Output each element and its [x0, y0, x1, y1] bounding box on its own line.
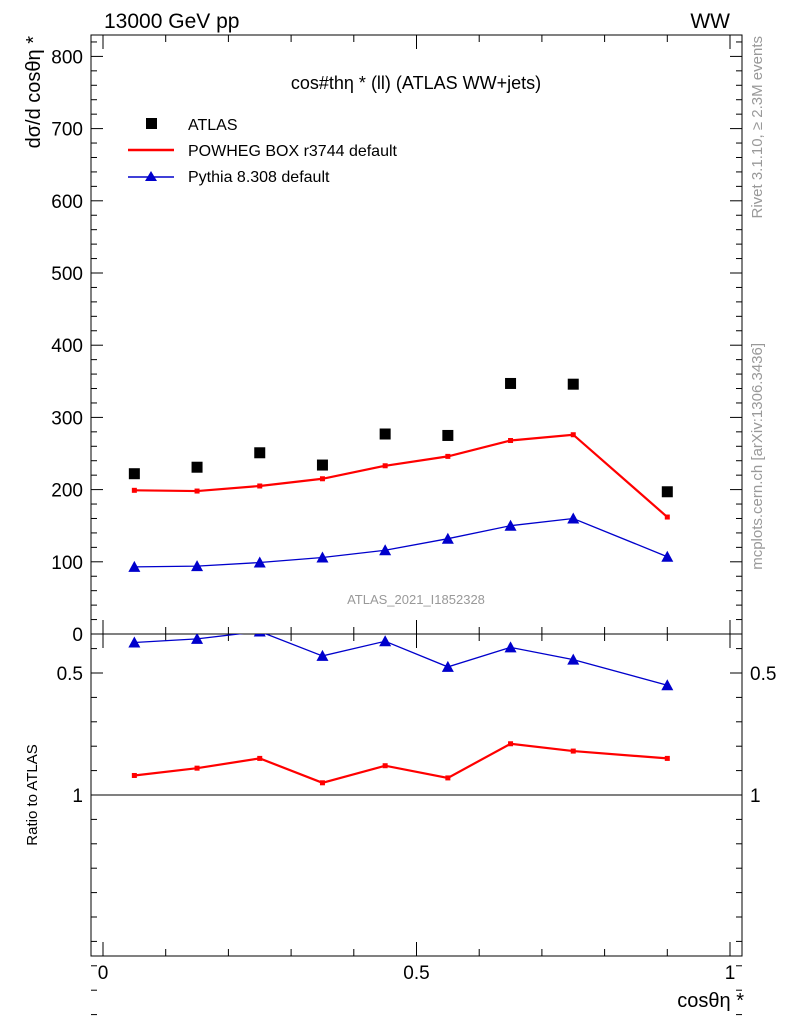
main-powheg-point	[382, 463, 388, 469]
main-pythia-point	[316, 551, 329, 563]
ratio-powheg-point	[570, 748, 576, 754]
ratio-pythia-point	[567, 653, 580, 665]
ratio-powheg-point	[382, 763, 388, 769]
analysis-watermark: ATLAS_2021_I1852328	[347, 592, 485, 607]
main-y-tick-label: 300	[51, 408, 83, 429]
main-atlas-point	[316, 459, 328, 471]
main-y-tick-label: 200	[51, 481, 83, 502]
main-pythia-point	[128, 560, 141, 572]
main-pythia-point	[567, 512, 580, 524]
x-tick-label: 0.5	[403, 963, 429, 984]
main-atlas-point	[191, 461, 203, 473]
data-marks	[128, 377, 674, 786]
main-y-tick-label: 0	[72, 625, 83, 646]
main-pythia-point	[441, 532, 454, 544]
mcplots-label: mcplots.cern.ch [arXiv:1306.3436]	[749, 343, 766, 570]
legend: ATLAS POWHEG BOX r3744 default Pythia 8.…	[128, 117, 398, 186]
ratio-pythia-point	[316, 649, 329, 661]
legend-label-pythia: Pythia 8.308 default	[188, 169, 330, 186]
ratio-y-tick-label-right: 0.5	[750, 664, 776, 685]
ratio-pythia-point	[661, 679, 674, 691]
main-y-tick-label: 600	[51, 192, 83, 213]
main-powheg-point	[570, 432, 576, 438]
ratio-y-tick-label-right: 1	[750, 786, 761, 807]
main-powheg-point	[194, 488, 200, 494]
ratio-pythia-line	[134, 634, 668, 686]
ratio-y-tick-label: 1	[72, 786, 83, 807]
main-powheg-point	[319, 476, 325, 482]
legend-label-powheg: POWHEG BOX r3744 default	[188, 143, 398, 160]
main-y-tick-label: 700	[51, 120, 83, 141]
ratio-powheg-point	[194, 765, 200, 771]
ratio-pythia-point	[128, 636, 141, 648]
ratio-powheg-point	[664, 755, 670, 761]
ratio-powheg-point	[319, 780, 325, 786]
ratio-powheg-point	[508, 741, 514, 747]
main-powheg-point	[445, 453, 451, 459]
main-y-tick-label: 400	[51, 336, 83, 357]
legend-label-atlas: ATLAS	[188, 117, 238, 134]
main-powheg-point	[131, 487, 137, 493]
main-y-tick-label: 100	[51, 553, 83, 574]
ratio-powheg-point	[257, 755, 263, 761]
ratio-y-axis-title: Ratio to ATLAS	[24, 744, 41, 845]
main-pythia-point	[191, 560, 204, 572]
ratio-pythia-point	[253, 634, 266, 637]
x-axis-title: cosθη *	[677, 990, 744, 1012]
ratio-pythia-group	[128, 634, 674, 691]
ratio-pythia-point	[191, 634, 204, 644]
x-tick-label: 1	[725, 963, 736, 984]
main-atlas-point	[379, 428, 391, 440]
x-tick-label: 0	[98, 963, 109, 984]
ratio-pythia-point	[504, 641, 517, 653]
ratio-pythia-point	[379, 635, 392, 647]
main-atlas-point	[128, 468, 140, 480]
ratio-pythia-point	[441, 660, 454, 672]
main-atlas-point	[661, 486, 673, 498]
main-pythia-point	[504, 519, 517, 531]
legend-marker-pythia	[145, 171, 157, 181]
energy-label: 13000 GeV pp	[104, 10, 239, 33]
main-pythia-point	[253, 556, 266, 568]
main-pythia-point	[661, 550, 674, 562]
main-y-axis-title: dσ/d cosθη *	[23, 36, 45, 149]
plot-title: cos#thη * (ll) (ATLAS WW+jets)	[291, 73, 541, 93]
process-label: WW	[690, 10, 730, 33]
main-powheg-point	[508, 438, 514, 444]
legend-marker-atlas	[146, 118, 157, 129]
main-y-tick-label: 500	[51, 264, 83, 285]
main-powheg-line	[134, 433, 669, 518]
main-pythia-line	[134, 517, 668, 568]
main-pythia-point	[379, 544, 392, 556]
main-atlas-point	[505, 377, 517, 389]
main-atlas-point	[254, 447, 266, 459]
rivet-version-label: Rivet 3.1.10, ≥ 2.3M events	[749, 36, 766, 219]
ratio-powheg-line	[134, 742, 668, 784]
main-y-tick-label: 800	[51, 47, 83, 68]
main-atlas-point	[442, 429, 454, 441]
ratio-powheg-point	[131, 772, 137, 778]
main-atlas-point	[567, 378, 579, 390]
main-powheg-point	[664, 514, 670, 520]
main-powheg-point	[257, 483, 263, 489]
ratio-y-tick-label: 0.5	[57, 664, 83, 685]
ratio-powheg-point	[445, 775, 451, 781]
